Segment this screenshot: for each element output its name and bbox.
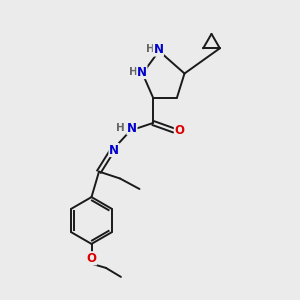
Text: O: O <box>174 124 184 137</box>
Text: N: N <box>127 122 137 135</box>
Text: N: N <box>109 143 119 157</box>
Text: O: O <box>86 252 97 265</box>
Text: H: H <box>128 67 137 77</box>
Text: N: N <box>137 65 147 79</box>
Text: H: H <box>116 123 124 133</box>
Text: H: H <box>146 44 154 55</box>
Text: N: N <box>153 43 164 56</box>
